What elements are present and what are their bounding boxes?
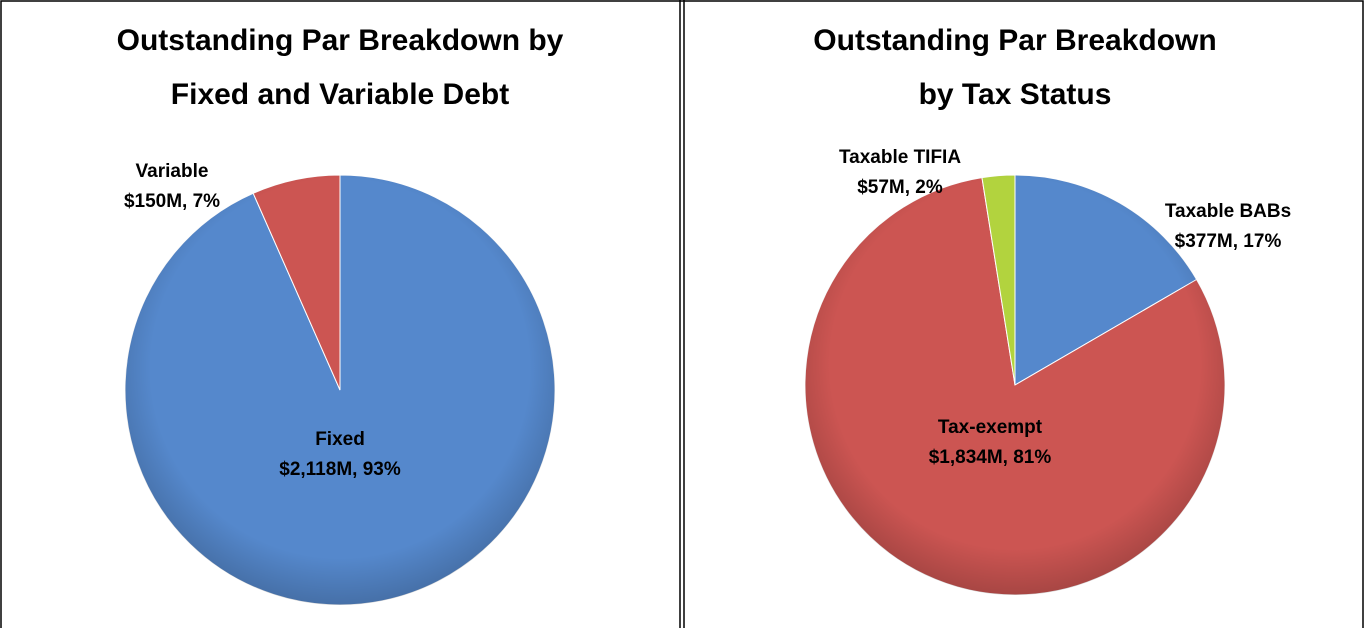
slice-value-label: $2,118M, 93%: [279, 459, 401, 480]
slice-value-label: $57M, 2%: [857, 177, 943, 198]
chart-title: Fixed and Variable Debt: [171, 78, 509, 111]
chart-title: by Tax Status: [919, 78, 1112, 111]
slice-category: Fixed: [315, 429, 365, 450]
chart-title: Outstanding Par Breakdown by: [117, 24, 564, 57]
slice-category: Tax-exempt: [938, 417, 1043, 438]
slice-category: Taxable BABs: [1165, 201, 1291, 222]
slice-category: Taxable TIFIA: [839, 147, 961, 168]
slice-value-label: $150M, 7%: [124, 191, 220, 212]
slice-value-label: $1,834M, 81%: [929, 447, 1052, 468]
slice-value-label: $377M, 17%: [1175, 231, 1282, 252]
chart-title: Outstanding Par Breakdown: [813, 24, 1216, 57]
slice-category: Variable: [136, 161, 209, 182]
